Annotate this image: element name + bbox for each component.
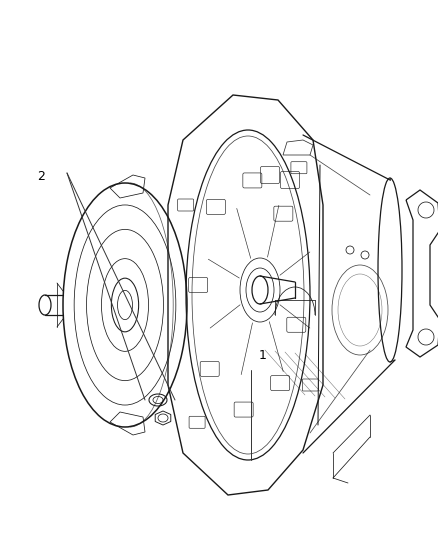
Text: 1: 1 bbox=[259, 349, 267, 362]
Text: 2: 2 bbox=[37, 169, 45, 182]
